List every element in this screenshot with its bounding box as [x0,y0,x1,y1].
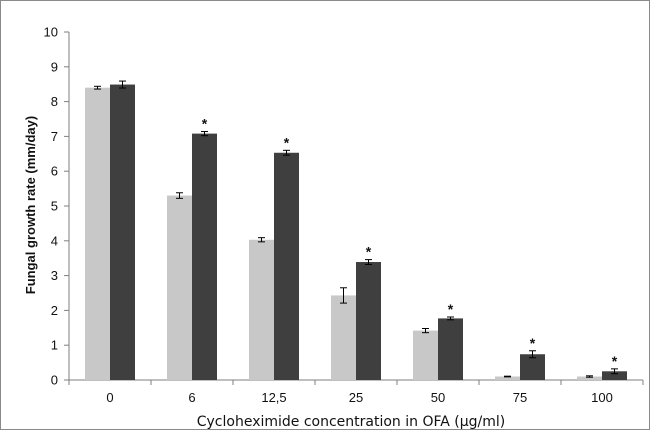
x-tick-label: 0 [106,390,113,405]
x-axis-title: Cycloheximide concentration in OFA (μg/m… [197,414,506,430]
significance-star: * [284,134,290,150]
bar-series-2 [356,262,381,380]
bar-series-2 [274,152,299,380]
y-tick-label: 4 [51,233,58,248]
y-tick-label: 1 [51,338,58,353]
error-bar [365,259,372,265]
bar-series-1 [85,87,110,381]
significance-star: * [202,116,208,132]
bar-series-1 [413,330,438,380]
bar-series-1 [577,376,602,380]
error-bar [119,80,126,89]
error-bar [94,85,101,90]
y-tick-label: 3 [51,268,58,283]
error-bar [283,149,290,156]
bar-series-1 [331,295,356,380]
x-tick-label: 100 [591,390,613,405]
bar-series-2 [192,133,217,380]
x-tick-label: 75 [513,390,527,405]
error-bar [504,375,511,378]
y-tick-label: 5 [51,199,58,214]
significance-star: * [612,353,618,369]
bar-series-1 [495,376,520,380]
error-bar [258,237,265,243]
y-axis-title: Fungal growth rate (mm/day) [23,116,38,294]
y-tick-label: 10 [44,25,58,40]
x-tick-label: 6 [188,390,195,405]
bar-series-2 [110,84,135,380]
significance-star: * [366,244,372,260]
significance-star: * [448,301,454,317]
y-tick-label: 9 [51,59,58,74]
error-bar [340,287,347,304]
error-bar [586,375,593,378]
bar-series-2 [602,371,627,380]
bar-series-2 [438,318,463,380]
y-tick-label: 7 [51,129,58,144]
error-bar [529,350,536,359]
y-axis-title-group: Fungal growth rate (mm/day) [23,116,38,294]
y-tick-label: 8 [51,94,58,109]
bar-series-1 [167,195,192,380]
error-bar [611,368,618,375]
y-tick-label: 2 [51,303,58,318]
x-tick-label: 12,5 [261,390,286,405]
x-tick-label: 25 [349,390,363,405]
x-tick-label: 50 [431,390,445,405]
error-bar [176,192,183,199]
significance-star: * [530,335,536,351]
bar-series-1 [249,239,274,380]
bar-series-2 [520,354,545,380]
error-bar [201,131,208,137]
error-bar [447,316,454,321]
y-tick-label: 6 [51,164,58,179]
error-bar [422,327,429,334]
y-tick-label: 0 [51,373,58,388]
